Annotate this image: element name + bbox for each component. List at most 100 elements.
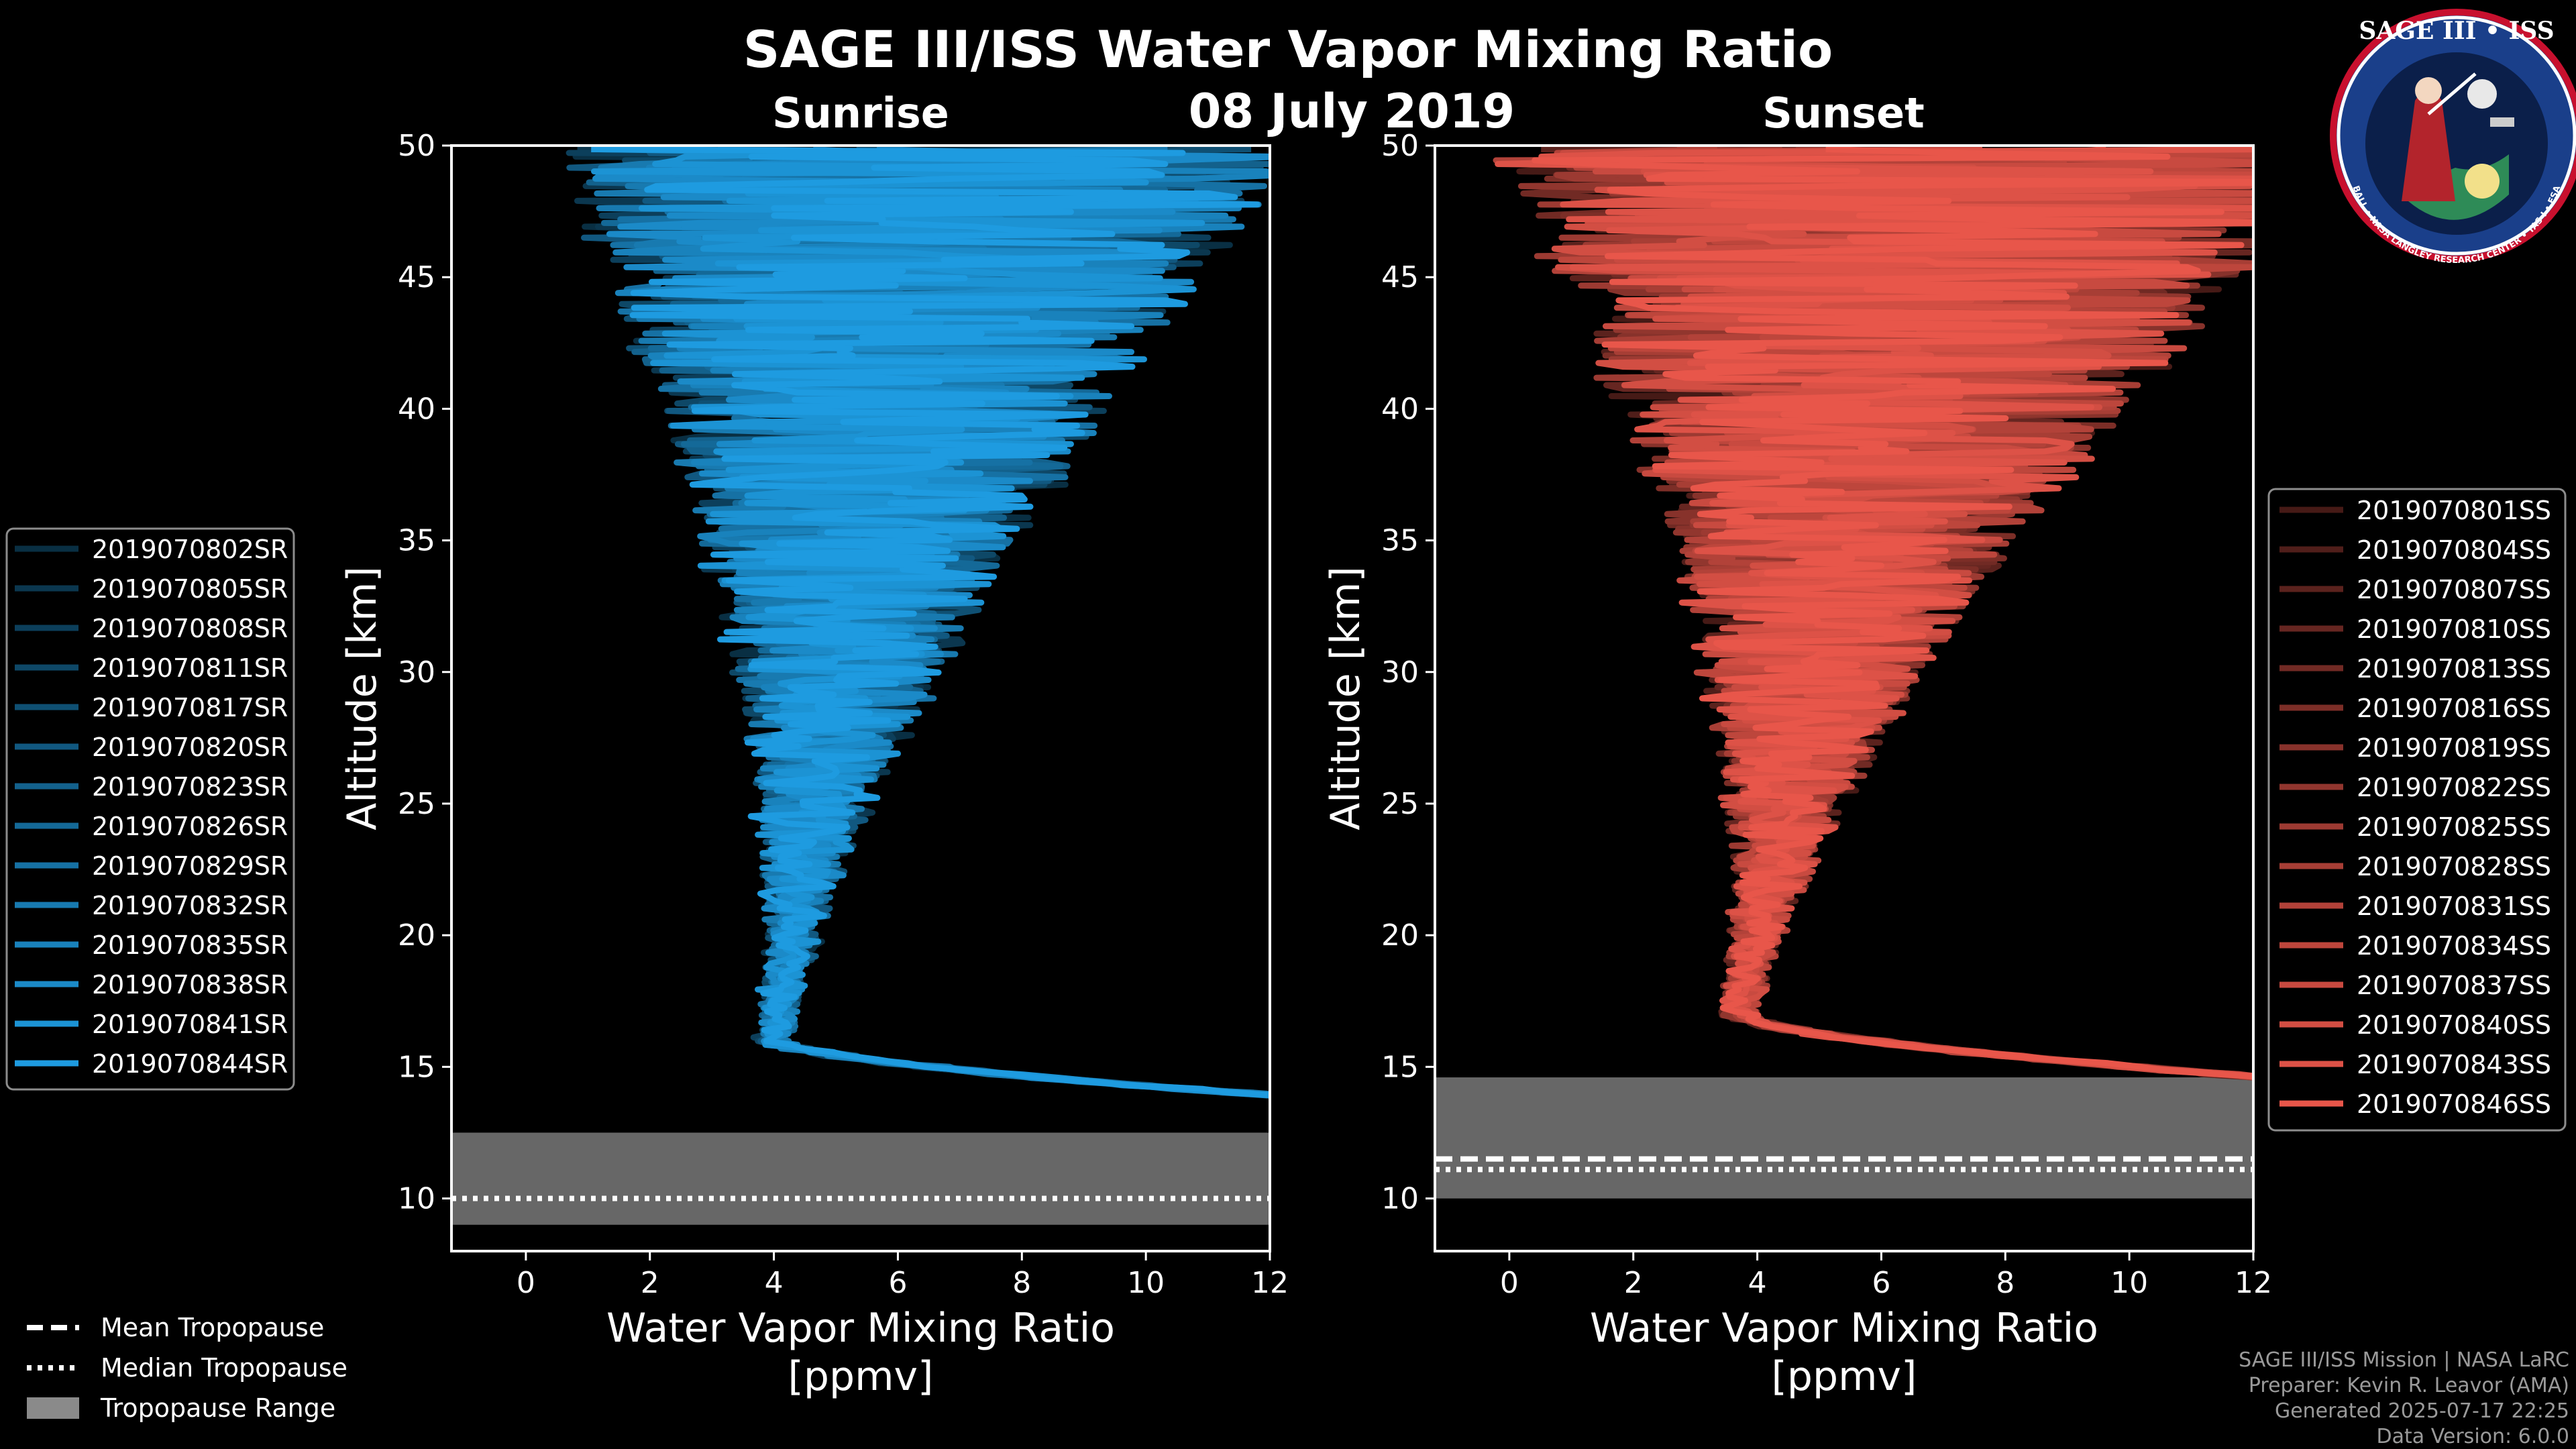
legend-label-2019070829SR: 2019070829SR: [92, 851, 288, 881]
sunrise-axes: 0 2 4 6 8 10 12 10 15 20 25 30 35 40 45 50: [398, 129, 1289, 1300]
y-tick-label: 35: [1381, 524, 1419, 558]
y-tick-label: 30: [1381, 655, 1419, 690]
profile-line-2019070844SR: [591, 146, 1270, 1098]
logo-satellite-icon: [2490, 117, 2514, 127]
sunrise-legend: 2019070802SR 2019070805SR 2019070808SR 2019…: [5, 527, 295, 1091]
x-tick-label: 0: [517, 1266, 535, 1300]
x-tick-label: 6: [1872, 1266, 1890, 1300]
y-tick-label: 35: [398, 524, 435, 558]
y-tick-label: 45: [1381, 260, 1419, 294]
logo-top-text: SAGE III • ISS: [2359, 17, 2554, 45]
sunset-legend: 2019070801SS 2019070804SS 2019070807SS 2019…: [2267, 488, 2567, 1132]
credit-generated: Generated 2025-07-17 22:25: [2275, 1399, 2569, 1423]
sunset-x-axis-label: Water Vapor Mixing Ratio: [1590, 1305, 2098, 1352]
legend-label-2019070844SR: 2019070844SR: [92, 1049, 288, 1079]
legend-label-2019070828SS: 2019070828SS: [2357, 852, 2551, 881]
sunrise-x-axis-unit: [ppmv]: [788, 1353, 934, 1400]
legend-label-2019070805SR: 2019070805SR: [92, 574, 288, 604]
credit-version: Data Version: 6.0.0: [2377, 1425, 2569, 1448]
legend-label-2019070813SS: 2019070813SS: [2357, 654, 2551, 684]
legend-label-2019070846SS: 2019070846SS: [2357, 1089, 2551, 1119]
y-tick-label: 20: [1381, 918, 1419, 953]
legend-label-2019070804SS: 2019070804SS: [2357, 535, 2551, 565]
credit-preparer: Preparer: Kevin R. Leavor (AMA): [2249, 1374, 2569, 1397]
legend-label-2019070837SS: 2019070837SS: [2357, 971, 2551, 1000]
y-tick-label: 10: [398, 1182, 435, 1216]
legend-label-2019070817SR: 2019070817SR: [92, 693, 288, 722]
tropopause-legend: Mean Tropopause Median Tropopause Tropop…: [27, 1313, 347, 1423]
x-tick-label: 0: [1500, 1266, 1519, 1300]
legend-label-2019070801SS: 2019070801SS: [2357, 496, 2551, 525]
subtitle-sunrise: Sunrise: [772, 89, 949, 138]
y-tick-label: 10: [1381, 1182, 1419, 1216]
legend-label-2019070823SR: 2019070823SR: [92, 772, 288, 802]
y-tick-label: 40: [1381, 392, 1419, 426]
y-tick-label: 40: [398, 392, 435, 426]
sunset-plot-frame: [1434, 144, 2255, 1252]
legend-label-2019070840SS: 2019070840SS: [2357, 1010, 2551, 1040]
legend-label-2019070807SS: 2019070807SS: [2357, 575, 2551, 604]
legend-label-2019070838SR: 2019070838SR: [92, 970, 288, 1000]
sage-iii-iss-logo: SAGE III • ISS BALL • NASA LANGLEY RESEA…: [2330, 9, 2576, 266]
y-tick-label: 20: [398, 918, 435, 953]
mean-tropopause-label: Mean Tropopause: [101, 1313, 324, 1342]
chart-title: SAGE III/ISS Water Vapor Mixing Ratio: [743, 19, 1833, 79]
tropopause-lines-sunset: [1435, 1156, 2253, 1173]
x-tick-label: 4: [1748, 1266, 1767, 1300]
sunrise-plot-panel: 0 2 4 6 8 10 12 10 15 20 25 30 35 40 45 50 Altitude [km…: [339, 129, 1289, 1400]
credit-mission: SAGE III/ISS Mission | NASA LaRC: [2239, 1348, 2569, 1372]
x-tick-label: 10: [2110, 1266, 2148, 1300]
median-tropopause-label: Median Tropopause: [101, 1353, 347, 1383]
y-tick-label: 25: [1381, 787, 1419, 821]
subtitle-sunset: Sunset: [1762, 89, 1925, 138]
sunrise-plot-frame: [450, 144, 1271, 1252]
x-tick-label: 2: [641, 1266, 659, 1300]
logo-moon-icon: [2467, 79, 2497, 109]
credits: SAGE III/ISS Mission | NASA LaRC Prepare…: [2239, 1348, 2569, 1448]
tropopause-range-swatch: [27, 1397, 79, 1419]
legend-label-2019070810SS: 2019070810SS: [2357, 614, 2551, 644]
y-tick-label: 45: [398, 260, 435, 294]
tropopause-layer-sunrise: [451, 1132, 1270, 1225]
legend-label-2019070834SS: 2019070834SS: [2357, 931, 2551, 961]
y-tick-label: 30: [398, 655, 435, 690]
sunrise-profiles: [566, 146, 1270, 1099]
sunset-legend-box: [2267, 488, 2567, 1132]
profile-line-2019070846SS: [1532, 146, 2253, 1079]
legend-label-2019070808SR: 2019070808SR: [92, 614, 288, 643]
tropopause-range-band: [451, 1132, 1270, 1225]
sunrise-legend-box: [5, 527, 295, 1091]
x-tick-label: 2: [1624, 1266, 1643, 1300]
legend-label-2019070832SR: 2019070832SR: [92, 891, 288, 920]
x-tick-label: 10: [1127, 1266, 1165, 1300]
sunrise-y-axis-label: Altitude [km]: [339, 566, 386, 830]
legend-label-2019070835SR: 2019070835SR: [92, 930, 288, 960]
chart-date: 08 July 2019: [1189, 84, 1515, 139]
legend-label-2019070819SS: 2019070819SS: [2357, 733, 2551, 763]
legend-label-2019070816SS: 2019070816SS: [2357, 694, 2551, 723]
y-tick-label: 15: [1381, 1050, 1419, 1084]
sunset-profiles: [1493, 146, 2253, 1081]
legend-label-2019070822SS: 2019070822SS: [2357, 773, 2551, 802]
sunset-x-axis-unit: [ppmv]: [1772, 1353, 1917, 1400]
legend-label-2019070820SR: 2019070820SR: [92, 733, 288, 762]
sunset-plot-panel: 0 2 4 6 8 10 12 10 15 20 25 30 35 40 45 50 Altitude [km…: [1322, 129, 2272, 1400]
legend-label-2019070826SR: 2019070826SR: [92, 812, 288, 841]
y-tick-label: 25: [398, 787, 435, 821]
x-tick-label: 4: [765, 1266, 784, 1300]
x-tick-label: 12: [1251, 1266, 1289, 1300]
y-tick-label: 50: [1381, 129, 1419, 163]
legend-label-2019070825SS: 2019070825SS: [2357, 812, 2551, 842]
sunset-axes: 0 2 4 6 8 10 12 10 15 20 25 30 35 40 45 50: [1381, 129, 2272, 1300]
legend-label-2019070843SS: 2019070843SS: [2357, 1050, 2551, 1079]
y-tick-label: 50: [398, 129, 435, 163]
tropopause-range-label: Tropopause Range: [100, 1393, 335, 1423]
x-tick-label: 6: [888, 1266, 907, 1300]
x-tick-label: 8: [1996, 1266, 2015, 1300]
tropopause-range-band: [1435, 1077, 2253, 1199]
sunrise-x-axis-label: Water Vapor Mixing Ratio: [606, 1305, 1115, 1352]
legend-label-2019070811SR: 2019070811SR: [92, 653, 288, 683]
legend-label-2019070802SR: 2019070802SR: [92, 535, 288, 564]
legend-label-2019070831SS: 2019070831SS: [2357, 892, 2551, 921]
